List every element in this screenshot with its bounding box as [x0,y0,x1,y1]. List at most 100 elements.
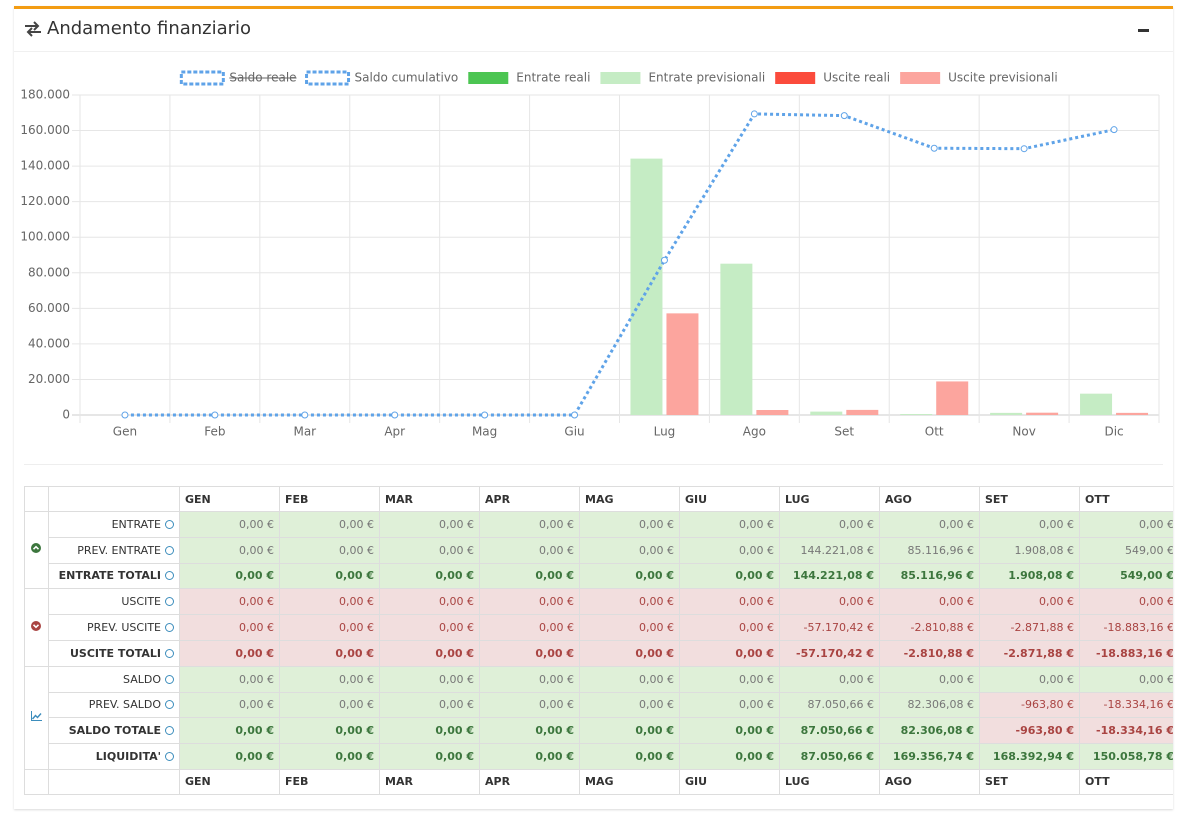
x-tick-label: Ago [743,425,766,439]
help-icon[interactable] [165,519,174,529]
table-cell: 0,00 € [179,665,280,693]
table-cell: -2.810,88 € [879,614,980,641]
table-cell: 0,00 € [579,614,680,641]
legend-item[interactable]: Uscite previsionali [900,71,1058,85]
row-label: ENTRATE [48,511,180,538]
point [571,411,579,419]
table-cell: 0,00 € [579,562,680,590]
help-icon[interactable] [165,674,174,684]
table-cell: 0,00 € [779,588,880,616]
help-icon[interactable] [165,571,174,581]
collapse-button[interactable] [1138,27,1150,33]
table-cell: 0,00 € [679,639,780,667]
footer-cell: MAG [579,768,680,795]
table-cell: 0,00 € [179,562,280,590]
table-cell: 0,00 € [879,511,980,538]
legend-item[interactable]: Entrate reali [468,71,590,85]
point [840,112,848,120]
table-cell: 0,00 € [879,665,980,693]
legend-item[interactable]: Saldo reale [179,70,297,86]
table-cell: 0,00 € [479,562,580,590]
help-icon[interactable] [165,623,174,633]
legend-label: Uscite reali [823,71,890,85]
table-cell: 150.058,78 € [1079,743,1173,770]
table-cell: 549,00 € [1079,536,1173,564]
header-cell: SET [979,486,1080,512]
row-label-text: USCITE TOTALI [70,646,161,660]
table-cell: -18.883,16 € [1079,639,1173,667]
table-row: LIQUIDITA' 0,00 €0,00 €0,00 €0,00 €0,00 €… [25,743,1173,770]
help-icon[interactable] [165,648,174,658]
row-label-text: PREV. ENTRATE [77,543,161,557]
row-label: PREV. SALDO [48,691,180,719]
header-cell: OTT [1079,486,1173,512]
y-tick-label: 80.000 [28,265,70,279]
table-cell: 0,00 € [179,511,280,538]
row-label: SALDO TOTALE [48,717,180,745]
table-cell: 0,00 € [279,743,380,770]
help-icon[interactable] [165,752,174,762]
table-cell: 144.221,08 € [779,536,880,564]
table-cell: -18.334,16 € [1079,691,1173,719]
table-cell: 0,00 € [879,588,980,616]
y-tick-label: 120.000 [20,194,70,208]
table-cell: 0,00 € [579,691,680,719]
group-icon-cell [24,510,49,590]
y-tick-label: 0 [62,408,70,422]
row-label-text: LIQUIDITA' [95,750,161,764]
table-cell: 0,00 € [179,639,280,667]
legend-label: Entrate previsionali [648,71,765,85]
table-cell: 87.050,66 € [779,691,880,719]
header-cell: MAG [579,486,680,512]
table-cell: 0,00 € [479,536,580,564]
legend-item[interactable]: Entrate previsionali [600,71,765,85]
table-row: PREV. ENTRATE 0,00 €0,00 €0,00 €0,00 €0,0… [25,536,1173,564]
x-tick-label: Mag [472,425,497,439]
table-cell: 82.306,08 € [879,717,980,745]
row-label-text: ENTRATE TOTALI [58,569,161,583]
table-cell: 0,00 € [279,588,380,616]
row-label: PREV. USCITE [48,614,180,641]
table-cell: 0,00 € [579,665,680,693]
legend-item[interactable]: Uscite reali [775,71,890,85]
table-cell: 0,00 € [579,511,680,538]
help-icon[interactable] [165,597,174,607]
group-icon [31,710,42,721]
help-icon[interactable] [165,726,174,736]
table-cell: 1.908,08 € [979,536,1080,564]
table-row: USCITE TOTALI 0,00 €0,00 €0,00 €0,00 €0,0… [25,639,1173,667]
table-cell: 0,00 € [479,743,580,770]
footer-cell: LUG [779,768,880,795]
row-label-text: ENTRATE [111,517,161,531]
bar [990,412,1023,415]
table-cell: 0,00 € [379,536,480,564]
point [1020,145,1028,153]
footer-cell: OTT [1079,768,1173,795]
group-icon-cell [24,588,49,667]
header-cell: FEB [279,486,380,512]
bar [720,263,753,415]
bar [666,313,699,415]
footer-cell: AGO [879,768,980,795]
bar [630,158,663,415]
table-row: SALDO TOTALE 0,00 €0,00 €0,00 €0,00 €0,00… [25,717,1173,745]
table-cell: 82.306,08 € [879,691,980,719]
legend-item[interactable]: Saldo cumulativo [305,70,459,86]
help-icon[interactable] [165,700,174,710]
x-tick-label: Nov [1012,425,1035,439]
y-tick-label: 60.000 [28,301,70,315]
row-label: USCITE [48,588,180,616]
table-cell: 144.221,08 € [779,562,880,590]
table-cell: 0,00 € [379,665,480,693]
bar [810,411,843,415]
table-cell: 0,00 € [679,717,780,745]
table-cell: 0,00 € [779,511,880,538]
table-cell: 87.050,66 € [779,717,880,745]
x-tick-label: Mar [293,425,316,439]
table-cell: -18.334,16 € [1079,717,1173,745]
help-icon[interactable] [165,545,174,555]
table-cell: 0,00 € [1079,511,1173,538]
bar [900,414,933,415]
table-cell: 0,00 € [179,717,280,745]
point [391,411,399,419]
